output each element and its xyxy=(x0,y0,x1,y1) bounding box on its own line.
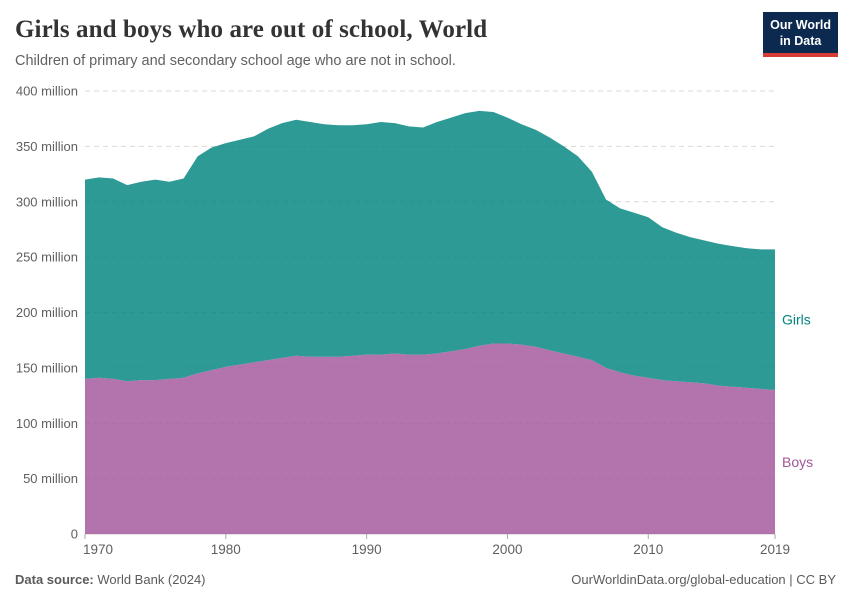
x-axis-label-1970: 1970 xyxy=(83,542,113,555)
page-title: Girls and boys who are out of school, Wo… xyxy=(15,16,488,43)
y-axis-label-400: 400 million xyxy=(16,85,78,99)
y-axis-label-300: 300 million xyxy=(16,194,78,209)
data-source: Data source: World Bank (2024) xyxy=(15,572,206,587)
chart-area[interactable]: 0 50 million 100 million 150 million 200 mil… xyxy=(0,84,850,558)
y-axis-label-150: 150 million xyxy=(16,360,78,375)
y-axis-label-50: 50 million xyxy=(23,471,78,486)
y-axis-label-200: 200 million xyxy=(16,305,78,320)
stacked-area-chart[interactable]: 0 50 million 100 million 150 million 200 mil… xyxy=(0,84,850,558)
x-axis-label-1990: 1990 xyxy=(352,542,382,555)
y-axis-label-0: 0 xyxy=(71,527,78,542)
area-boys[interactable] xyxy=(85,343,775,535)
owid-logo-line2: in Data xyxy=(779,34,822,49)
attribution-link[interactable]: OurWorldinData.org/global-education | CC… xyxy=(571,572,836,587)
owid-logo[interactable]: Our World in Data xyxy=(763,12,838,57)
x-axis-label-2019: 2019 xyxy=(760,542,790,555)
x-axis-label-2010: 2010 xyxy=(633,542,663,555)
series-label-boys[interactable]: Boys xyxy=(782,454,813,470)
chart-header: Girls and boys who are out of school, Wo… xyxy=(15,16,760,69)
x-axis-label-2000: 2000 xyxy=(492,542,522,555)
series-label-girls[interactable]: Girls xyxy=(782,312,811,328)
y-axis-label-350: 350 million xyxy=(16,139,78,154)
y-axis-label-100: 100 million xyxy=(16,416,78,431)
y-axis-label-250: 250 million xyxy=(16,250,78,265)
owid-logo-line1: Our World xyxy=(770,18,831,32)
x-axis-label-1980: 1980 xyxy=(211,542,241,555)
area-girls[interactable] xyxy=(85,110,775,391)
data-source-value: World Bank (2024) xyxy=(93,572,206,587)
data-source-label: Data source: xyxy=(15,572,94,587)
chart-footer: Data source: World Bank (2024) OurWorldi… xyxy=(15,572,836,587)
chart-subtitle: Children of primary and secondary school… xyxy=(15,53,456,69)
